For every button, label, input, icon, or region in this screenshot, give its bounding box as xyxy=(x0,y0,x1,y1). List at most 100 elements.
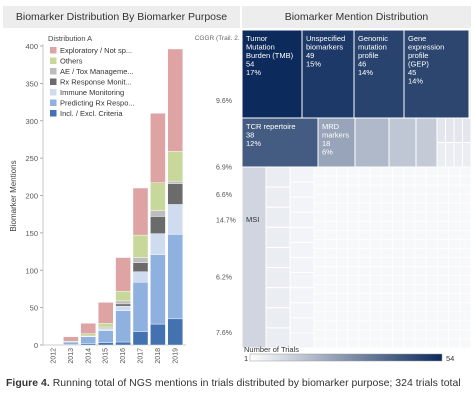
treemap-cell-pct: 12% xyxy=(246,139,261,148)
treemap-cell xyxy=(358,266,371,276)
bar-segment xyxy=(97,302,114,324)
treemap-cell xyxy=(380,211,393,222)
treemap-cell xyxy=(414,311,427,322)
treemap-cell xyxy=(313,266,326,276)
treemap-cell xyxy=(358,202,371,213)
treemap-cell xyxy=(448,220,461,231)
treemap-cell xyxy=(358,238,371,249)
treemap-cell xyxy=(324,202,337,213)
treemap-cell-label: expression xyxy=(408,43,444,52)
treemap-cell xyxy=(324,275,337,286)
treemap-cell xyxy=(392,202,405,213)
treemap-cell xyxy=(324,166,337,177)
treemap-cell xyxy=(414,257,427,267)
treemap-cell xyxy=(313,284,326,295)
treemap-cell xyxy=(436,193,449,204)
treemap-cell xyxy=(336,266,349,276)
treemap-cell xyxy=(336,229,349,240)
treemap-cell xyxy=(414,266,427,276)
treemap-cell xyxy=(336,211,349,222)
treemap-cell xyxy=(459,338,471,349)
treemap-cell xyxy=(347,248,360,258)
treemap-cell xyxy=(380,293,393,304)
treemap-cell xyxy=(436,220,449,231)
treemap-cell xyxy=(380,248,393,258)
treemap-cell xyxy=(403,184,416,195)
treemap-cell xyxy=(347,166,360,177)
treemap-cell xyxy=(425,311,438,322)
treemap-cell xyxy=(289,181,315,198)
mention-distribution-panel: Biomarker Mention Distribution Tumor Muta… xyxy=(242,6,471,368)
treemap-cell xyxy=(353,29,405,119)
treemap-cell xyxy=(392,257,405,267)
treemap-cell xyxy=(354,117,390,168)
treemap-cell xyxy=(436,257,449,267)
legend-label: Others xyxy=(60,57,83,66)
treemap-cell xyxy=(459,248,471,258)
treemap-cell xyxy=(324,184,337,195)
treemap-cell xyxy=(392,284,405,295)
y-tick-label: 150 xyxy=(25,229,38,238)
treemap-cell-label: Burden (TMB) xyxy=(246,51,294,60)
treemap-cell xyxy=(358,311,371,322)
treemap-cell xyxy=(369,320,382,331)
treemap-cell xyxy=(392,248,405,258)
treemap-cell xyxy=(380,220,393,231)
treemap-cell-value: 46 xyxy=(358,60,366,69)
treemap-cell xyxy=(369,329,382,340)
treemap-cell xyxy=(414,329,427,340)
treemap-cell xyxy=(336,284,349,295)
bar-segment xyxy=(132,331,149,346)
treemap-cell xyxy=(436,293,449,304)
treemap-cell xyxy=(403,320,416,331)
bar-segment xyxy=(97,323,114,328)
treemap-cell xyxy=(380,311,393,322)
treemap-cell xyxy=(380,320,393,331)
treemap-cell xyxy=(403,275,416,286)
treemap-cell xyxy=(436,117,446,143)
treemap-cell xyxy=(313,220,326,231)
treemap-cell xyxy=(392,175,405,186)
bar-segment xyxy=(167,204,184,235)
treemap-cell xyxy=(289,211,315,228)
treemap-cell xyxy=(313,338,326,349)
y-tick-label: 50 xyxy=(30,304,38,313)
treemap-cell xyxy=(459,320,471,331)
treemap-cell xyxy=(403,329,416,340)
treemap-cell xyxy=(313,248,326,258)
color-legend-max: 54 xyxy=(446,354,454,363)
treemap-cell xyxy=(445,117,455,143)
bar-segment xyxy=(150,323,166,346)
treemap-cell xyxy=(403,29,470,119)
x-tick-label: 2019 xyxy=(172,348,179,364)
treemap-cell-value: 54 xyxy=(246,60,254,69)
treemap-cell xyxy=(324,257,337,267)
treemap-cell xyxy=(453,142,463,168)
y-tick-label: 200 xyxy=(25,192,38,201)
treemap-cell xyxy=(425,166,438,177)
cagr-label: 14.7% xyxy=(216,217,236,224)
bar-segment xyxy=(132,262,149,272)
treemap-cell xyxy=(336,202,349,213)
treemap-cell xyxy=(358,175,371,186)
treemap-cell xyxy=(448,329,461,340)
legend-title: Distribution A xyxy=(48,34,92,43)
treemap-cell-label: (GEP) xyxy=(408,60,429,69)
treemap-cell xyxy=(369,229,382,240)
treemap-cell xyxy=(347,257,360,267)
treemap-cell xyxy=(414,202,427,213)
x-tick-label: 2015 xyxy=(103,348,110,364)
treemap-cell xyxy=(289,287,315,304)
treemap-cell xyxy=(336,184,349,195)
treemap-cell xyxy=(380,193,393,204)
treemap-cell xyxy=(336,275,349,286)
color-legend-title: Number of Trials xyxy=(244,345,299,354)
treemap-cell xyxy=(462,142,471,168)
bar-segment xyxy=(97,342,114,346)
treemap-cell xyxy=(336,311,349,322)
treemap-cell-label: biomarkers xyxy=(306,43,343,52)
treemap-cell xyxy=(392,211,405,222)
color-legend-min: 1 xyxy=(244,354,248,363)
treemap-cell xyxy=(358,211,371,222)
treemap-cell xyxy=(242,166,267,349)
